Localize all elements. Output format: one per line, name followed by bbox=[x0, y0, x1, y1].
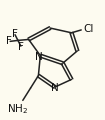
Text: F: F bbox=[12, 29, 18, 39]
Text: F: F bbox=[18, 42, 24, 52]
Text: F: F bbox=[6, 36, 12, 46]
Text: N: N bbox=[35, 52, 42, 62]
Text: N: N bbox=[51, 83, 59, 93]
Text: Cl: Cl bbox=[83, 24, 94, 34]
Text: NH$_2$: NH$_2$ bbox=[7, 102, 28, 116]
